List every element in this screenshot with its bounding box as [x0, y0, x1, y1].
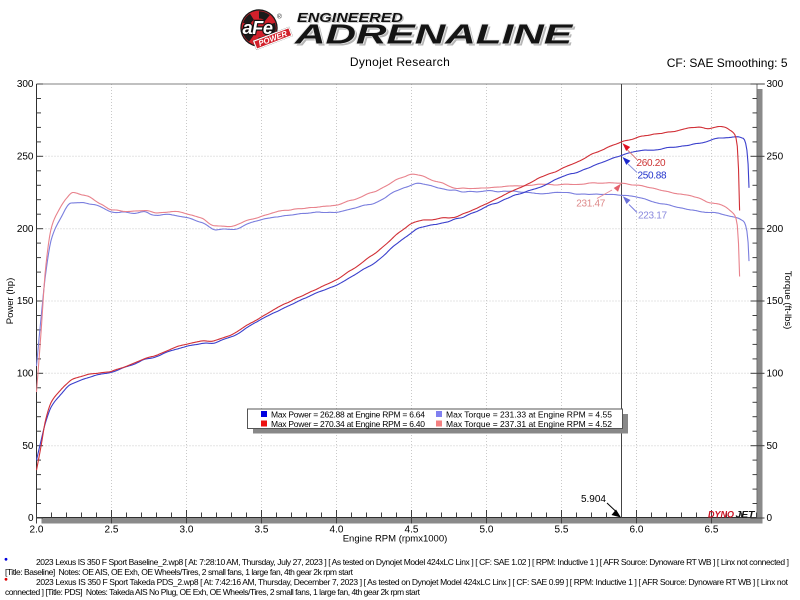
- svg-text:0: 0: [28, 513, 34, 524]
- svg-text:ADRENALINE: ADRENALINE: [293, 18, 574, 49]
- svg-text:®: ®: [277, 13, 282, 21]
- svg-text:250: 250: [767, 152, 784, 163]
- svg-text:2.5: 2.5: [105, 525, 119, 536]
- svg-text:4.0: 4.0: [330, 525, 344, 536]
- svg-text:CF: SAE Smoothing: 5: CF: SAE Smoothing: 5: [667, 56, 788, 70]
- svg-text:[Title: Baseline] Notes: OE A: [Title: Baseline] Notes: OE AIS, OE Exh,…: [5, 567, 354, 577]
- svg-text:Max Power = 262.88 at Engine R: Max Power = 262.88 at Engine RPM = 6.64: [271, 410, 425, 420]
- svg-text:223.17: 223.17: [638, 211, 668, 222]
- svg-text:231.47: 231.47: [576, 199, 606, 210]
- svg-text:50: 50: [767, 441, 779, 452]
- svg-text:250: 250: [17, 152, 34, 163]
- svg-text:150: 150: [767, 296, 784, 307]
- svg-text:100: 100: [767, 369, 784, 380]
- svg-text:DYNO: DYNO: [708, 510, 735, 521]
- svg-text:ADRENALINE: ADRENALINE: [296, 20, 577, 51]
- svg-text:3.0: 3.0: [180, 525, 194, 536]
- svg-text:Power (hp): Power (hp): [5, 278, 16, 324]
- svg-text:5.5: 5.5: [555, 525, 569, 536]
- svg-text:6.5: 6.5: [705, 525, 719, 536]
- svg-text:2.0: 2.0: [30, 525, 44, 536]
- svg-text:ENGINEERED: ENGINEERED: [298, 12, 404, 26]
- svg-text:Engine RPM (rpmx1000): Engine RPM (rpmx1000): [343, 534, 448, 545]
- svg-text:4.5: 4.5: [405, 525, 419, 536]
- svg-text:3.5: 3.5: [255, 525, 269, 536]
- svg-text:300: 300: [767, 79, 784, 90]
- svg-text:5.904: 5.904: [581, 494, 606, 505]
- svg-text:100: 100: [17, 369, 34, 380]
- svg-text:5.0: 5.0: [480, 525, 494, 536]
- svg-text:250.88: 250.88: [638, 171, 668, 182]
- svg-text:aFe: aFe: [243, 17, 273, 38]
- svg-text:Max Torque = 237.31 at Engine: Max Torque = 237.31 at Engine RPM = 4.52: [446, 419, 612, 429]
- svg-text:200: 200: [17, 224, 34, 235]
- svg-text:260.20: 260.20: [637, 158, 667, 169]
- svg-text:ENGINEERED: ENGINEERED: [297, 11, 403, 25]
- svg-text:Torque (ft-lbs): Torque (ft-lbs): [782, 271, 793, 330]
- svg-text:300: 300: [17, 79, 34, 90]
- svg-text:Dynojet Research: Dynojet Research: [350, 55, 450, 69]
- svg-text:6.0: 6.0: [630, 525, 644, 536]
- svg-text:200: 200: [767, 224, 784, 235]
- svg-text:Max Power = 270.34 at Engine R: Max Power = 270.34 at Engine RPM = 6.40: [271, 419, 425, 429]
- svg-text:connected ] [Title: PDS] Note: connected ] [Title: PDS] Notes: Takeda A…: [5, 587, 421, 597]
- svg-text:0: 0: [767, 513, 773, 524]
- svg-text:Max Torque = 231.33 at Engine: Max Torque = 231.33 at Engine RPM = 4.55: [446, 410, 612, 420]
- svg-text:2023 Lexus IS 350 F Sport Take: 2023 Lexus IS 350 F Sport Takeda PDS_2.w…: [36, 577, 789, 587]
- svg-text:2023 Lexus IS 350 F Sport Base: 2023 Lexus IS 350 F Sport Baseline_2.wp8…: [36, 557, 789, 567]
- svg-text:JET: JET: [736, 510, 756, 521]
- svg-text:150: 150: [17, 296, 34, 307]
- svg-text:50: 50: [22, 441, 34, 452]
